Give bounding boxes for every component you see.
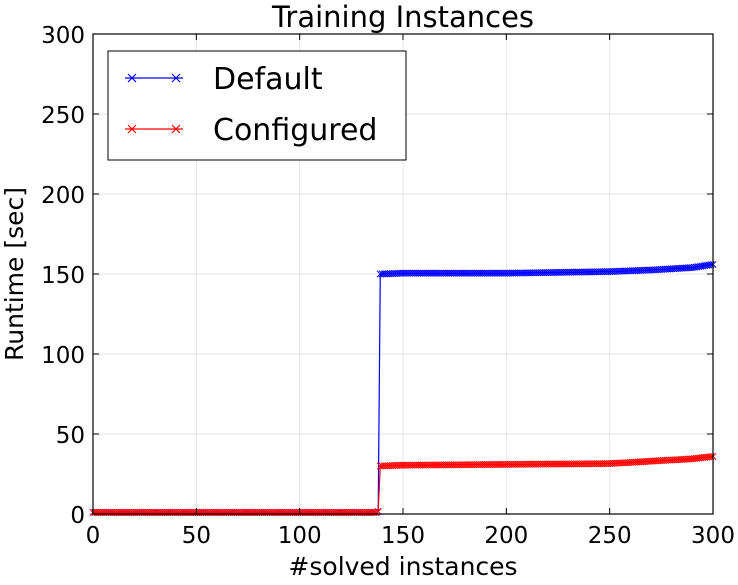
- legend-box: [107, 50, 407, 161]
- legend: Default Configured: [107, 50, 407, 161]
- legend-entry-default: Default: [125, 62, 323, 97]
- y-tick-label: 0: [70, 503, 85, 529]
- legend-marker-icon: [171, 73, 181, 83]
- y-tick-label: 50: [56, 423, 85, 449]
- y-tick-label: 250: [41, 103, 85, 129]
- y-tick-label: 150: [41, 263, 85, 289]
- chart-title: Training Instances: [271, 0, 534, 34]
- y-axis-label: Runtime [sec]: [0, 187, 29, 361]
- x-tick-label: 0: [86, 523, 101, 549]
- legend-label: Configured: [213, 113, 377, 148]
- legend-marker-icon: [127, 124, 137, 134]
- x-tick-label: 200: [484, 523, 528, 549]
- x-tick-label: 50: [182, 523, 211, 549]
- legend-marker-icon: [127, 73, 137, 83]
- legend-entry-configured: Configured: [125, 113, 377, 148]
- y-tick-label: 100: [41, 343, 85, 369]
- ticks: 0 50 100 150 200 250 300 0 50 100 150 200 250 300: [41, 23, 735, 549]
- legend-marker-icon: [171, 124, 181, 134]
- x-tick-label: 100: [278, 523, 322, 549]
- y-tick-label: 200: [41, 183, 85, 209]
- x-axis-label: #solved instances: [288, 552, 517, 581]
- x-tick-label: 300: [691, 523, 735, 549]
- y-tick-label: 300: [41, 23, 85, 49]
- x-tick-label: 250: [588, 523, 632, 549]
- legend-label: Default: [213, 62, 323, 97]
- x-tick-label: 150: [381, 523, 425, 549]
